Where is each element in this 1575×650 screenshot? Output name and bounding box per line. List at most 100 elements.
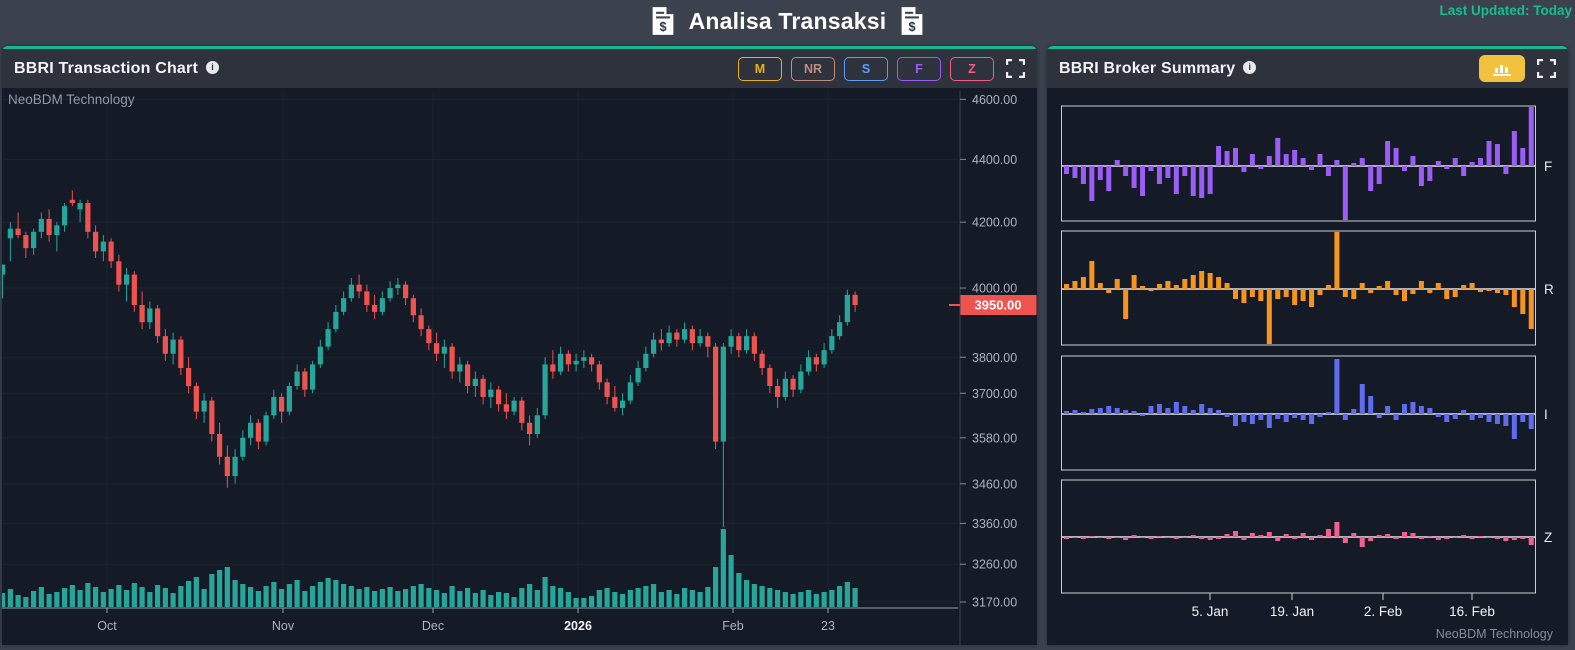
chart-mode-button-s[interactable]: S — [844, 56, 888, 81]
volume-bar — [689, 590, 695, 607]
broker-bar — [1385, 141, 1391, 166]
broker-bar — [1283, 414, 1289, 422]
candle — [596, 364, 602, 383]
chart-watermark: NeoBDM Technology — [8, 92, 135, 107]
broker-bar — [1292, 414, 1298, 418]
broker-bar — [1173, 285, 1179, 289]
last-price-tag — [960, 295, 1037, 316]
broker-bar — [1131, 166, 1137, 188]
price-axis-label: 3260.00 — [972, 558, 1017, 572]
chart-mode-button-m[interactable]: M — [738, 56, 782, 81]
broker-bar — [1080, 166, 1086, 184]
candle — [403, 284, 409, 299]
broker-bar — [1080, 277, 1086, 289]
volume-bar — [38, 587, 44, 607]
volume-bar — [798, 592, 804, 607]
candle — [170, 339, 176, 354]
volume-bar — [511, 597, 517, 607]
broker-bar — [1309, 166, 1315, 170]
broker-bar — [1072, 410, 1078, 414]
broker-bar — [1452, 414, 1458, 419]
info-icon[interactable]: i — [206, 60, 219, 74]
candle — [108, 241, 114, 262]
broker-bar — [1385, 534, 1391, 537]
volume-bar — [317, 582, 323, 607]
broker-bar — [1342, 166, 1348, 220]
fullscreen-icon[interactable] — [1537, 59, 1556, 78]
broker-bar — [1427, 289, 1433, 293]
broker-summary-chart[interactable]: F R I Z 5. Jan 19. Jan 2. Feb 16. Feb NeoBDM Tec… — [1047, 91, 1568, 645]
candle — [271, 396, 277, 416]
candle — [604, 382, 610, 397]
broker-bar — [1123, 410, 1129, 414]
chart-mode-button-nr[interactable]: NR — [791, 56, 835, 81]
broker-bar — [1334, 232, 1340, 289]
broker-bar — [1199, 166, 1205, 198]
volume-bar — [286, 584, 292, 607]
candle — [325, 329, 331, 347]
fullscreen-icon[interactable] — [1006, 59, 1025, 78]
broker-bar — [1444, 289, 1450, 299]
candle — [581, 357, 587, 361]
price-axis-label: 4600.00 — [972, 93, 1017, 107]
volume-bar — [806, 590, 812, 607]
candle — [426, 329, 432, 344]
volume-bar — [387, 587, 393, 607]
broker-bar — [1190, 535, 1196, 537]
time-axis-label: Feb — [722, 619, 744, 633]
candle — [372, 305, 378, 312]
broker-bar — [1469, 537, 1475, 539]
info-icon[interactable]: i — [1243, 60, 1257, 74]
candle — [782, 378, 788, 397]
broker-bar — [1089, 409, 1095, 414]
bar-chart-view-button[interactable] — [1479, 55, 1525, 82]
candle — [705, 336, 711, 347]
broker-bar — [1359, 537, 1365, 547]
chart-mode-button-z[interactable]: Z — [950, 56, 994, 81]
broker-bar — [1089, 261, 1095, 289]
candlestick-chart[interactable]: Oct Nov Dec 2026 Feb 23 4600.00 4400.00 4200.00 4… — [0, 91, 1037, 645]
broker-bar — [1283, 534, 1289, 537]
volume-bar — [837, 586, 843, 607]
broker-summary-chart-area[interactable]: F R I Z 5. Jan 19. Jan 2. Feb 16. Feb NeoBDM Tec… — [1047, 91, 1568, 645]
candle — [744, 336, 750, 351]
broker-bar — [1452, 537, 1458, 538]
volume-bar — [728, 555, 734, 607]
candle — [317, 346, 323, 365]
broker-bar — [1486, 414, 1492, 422]
candle — [255, 422, 261, 442]
broker-bar — [1106, 166, 1112, 191]
transaction-chart-panel: BBRI Transaction Chart i M NR S F Z NeoBDM T… — [0, 46, 1037, 645]
subplot-frame — [1061, 105, 1536, 222]
volume-bar — [186, 581, 192, 607]
broker-bar — [1478, 158, 1484, 166]
candle — [31, 231, 37, 249]
broker-bar — [1435, 161, 1441, 166]
volume-bar — [356, 589, 362, 607]
broker-bar — [1486, 537, 1492, 538]
candlestick-chart-area[interactable]: NeoBDM Technology Oct Nov Dec 2026 Feb 23 4600… — [0, 91, 1037, 645]
volume-bar — [418, 584, 424, 607]
volume-bar — [674, 594, 680, 607]
broker-bar — [1173, 166, 1179, 194]
volume-bar — [348, 586, 354, 607]
price-axis-label: 3700.00 — [972, 387, 1017, 401]
candle — [62, 206, 68, 226]
broker-bar — [1131, 411, 1137, 414]
broker-bar — [1123, 166, 1129, 176]
broker-bar — [1402, 289, 1407, 301]
broker-series-label: Z — [1544, 530, 1552, 545]
broker-bar — [1334, 160, 1340, 166]
volume-bar — [410, 586, 416, 607]
top-bar: $ Analisa Transaksi $ — [0, 0, 1575, 42]
volume-bar — [844, 582, 850, 607]
volume-bar — [751, 584, 757, 607]
broker-bar — [1359, 158, 1365, 166]
volume-bar — [240, 584, 246, 607]
broker-bar — [1418, 166, 1424, 186]
dollar-document-icon: $ — [652, 7, 674, 35]
broker-bar — [1190, 166, 1196, 196]
broker-bar — [1342, 289, 1348, 297]
chart-mode-button-f[interactable]: F — [897, 56, 941, 81]
broker-bar — [1123, 537, 1129, 540]
